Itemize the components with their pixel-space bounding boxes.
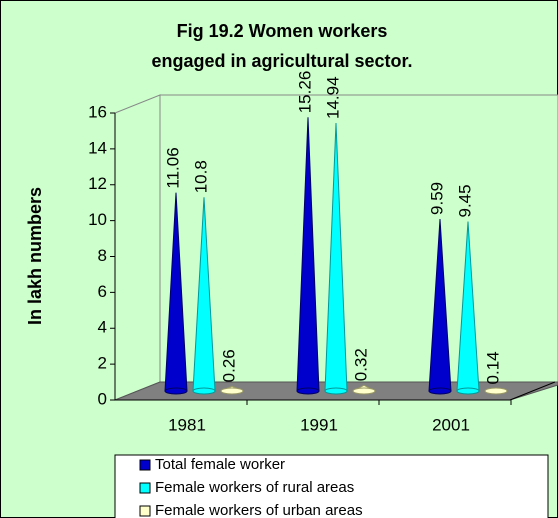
chart-title: engaged in agricultural sector. xyxy=(151,51,412,71)
cone-base xyxy=(352,387,376,395)
cone-base xyxy=(192,387,216,395)
y-tick-label: 6 xyxy=(98,282,107,301)
x-tick-label: 1981 xyxy=(168,415,206,434)
y-tick-label: 14 xyxy=(88,138,107,157)
cone-base xyxy=(456,387,480,395)
cone-base xyxy=(428,387,452,395)
legend-label: Total female worker xyxy=(155,456,285,473)
x-tick-label: 1991 xyxy=(300,415,338,434)
cone-base xyxy=(324,387,348,395)
data-label: 10.8 xyxy=(191,160,210,193)
legend-swatch xyxy=(139,459,151,471)
data-label: 11.06 xyxy=(163,147,182,188)
cone-base xyxy=(164,387,188,395)
cone-base xyxy=(220,387,244,395)
legend-swatch xyxy=(139,505,151,517)
legend-swatch xyxy=(139,482,151,494)
cone-base xyxy=(484,387,508,395)
y-tick-label: 10 xyxy=(88,210,107,229)
legend xyxy=(114,454,549,518)
x-tick-label: 2001 xyxy=(432,415,470,434)
y-tick-label: 4 xyxy=(98,318,107,337)
data-label: 0.14 xyxy=(483,351,502,384)
data-label: 9.45 xyxy=(455,184,474,217)
cone-base xyxy=(296,387,320,395)
data-label: 14.94 xyxy=(323,76,342,119)
y-tick-label: 2 xyxy=(98,354,107,373)
legend-label: Female workers of urban areas xyxy=(155,502,363,518)
back-wall xyxy=(159,94,558,383)
side-wall xyxy=(114,94,161,401)
legend-label: Female workers of rural areas xyxy=(155,479,354,496)
y-tick-label: 8 xyxy=(98,246,107,265)
y-tick-label: 16 xyxy=(88,102,107,121)
data-label: 0.26 xyxy=(219,349,238,382)
y-axis-title: In lakh numbers xyxy=(25,187,45,325)
chart-title: Fig 19.2 Women workers xyxy=(177,21,388,41)
y-tick-label: 12 xyxy=(88,174,107,193)
data-label: 0.32 xyxy=(351,348,370,381)
data-label: 15.26 xyxy=(295,71,314,114)
data-label: 9.59 xyxy=(427,182,446,215)
x-axis-depth xyxy=(509,381,556,401)
y-tick-label: 0 xyxy=(98,389,107,408)
